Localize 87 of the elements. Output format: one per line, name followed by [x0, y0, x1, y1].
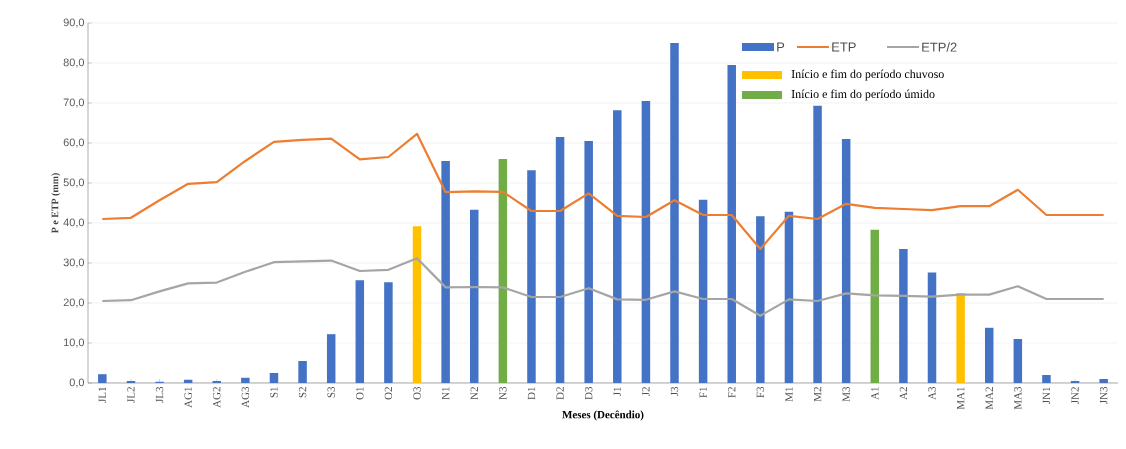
bar — [469, 209, 479, 383]
y-tick-label: 80,0 — [63, 58, 85, 68]
bar — [384, 282, 393, 383]
bar — [899, 248, 908, 383]
x-tick-label: A3 — [928, 386, 936, 400]
bar — [927, 272, 937, 383]
x-axis-title: Meses (Decêndio) — [562, 410, 644, 421]
bar — [269, 372, 279, 383]
x-tick-label: JN2 — [1071, 387, 1079, 404]
bar — [498, 158, 508, 383]
y-tick-label: 40,0 — [63, 218, 85, 228]
y-tick-label: 50,0 — [63, 178, 85, 188]
x-tick-label: D1 — [527, 387, 536, 400]
x-tick-label: N2 — [470, 387, 478, 400]
x-tick-label: J1 — [613, 387, 621, 397]
x-tick-label: F2 — [728, 387, 736, 398]
x-tick-label: O2 — [384, 387, 393, 400]
bar — [412, 226, 422, 383]
bar — [555, 136, 565, 383]
bar — [326, 334, 336, 383]
bar — [527, 170, 536, 383]
legend-label: Início e fim do período úmido — [791, 89, 935, 101]
bar — [670, 42, 679, 383]
x-tick-label: JL3 — [155, 386, 164, 403]
x-tick-label: M1 — [785, 387, 793, 402]
bar — [355, 280, 365, 383]
bar — [1013, 338, 1023, 383]
bar — [613, 110, 622, 383]
x-tick-label: F3 — [756, 386, 765, 398]
x-tick-label: O1 — [356, 387, 364, 400]
x-tick-label: S1 — [270, 387, 278, 398]
y-tick-label: 30,0 — [63, 258, 85, 268]
bar — [441, 160, 450, 383]
x-tick-label: MA2 — [985, 387, 993, 410]
x-tick-label: N3 — [499, 386, 507, 400]
legend-label: Início e fim do período chuvoso — [791, 69, 944, 81]
x-tick-label: M3 — [842, 386, 850, 402]
x-tick-label: JL2 — [127, 387, 135, 403]
bar — [984, 327, 994, 383]
legend-label: ETP/2 — [922, 42, 957, 52]
x-tick-label: A1 — [871, 387, 879, 400]
x-tick-label: MA1 — [956, 387, 965, 410]
bar — [756, 216, 765, 383]
bar — [1099, 378, 1108, 383]
x-tick-label: J2 — [642, 387, 650, 397]
bar — [1070, 380, 1080, 383]
x-tick-label: A2 — [899, 387, 908, 400]
x-tick-label: S2 — [298, 387, 307, 398]
y-tick-label: 60,0 — [63, 138, 85, 148]
y-tick-label: 90,0 — [63, 18, 85, 28]
bar — [584, 140, 593, 383]
x-tick-label: AG1 — [184, 387, 192, 408]
bar — [698, 199, 708, 383]
x-tick-label: AG2 — [213, 387, 221, 408]
x-tick-label: MA3 — [1014, 386, 1022, 410]
y-tick-label: 0,0 — [69, 378, 85, 388]
bar — [241, 377, 250, 383]
bar — [956, 292, 965, 383]
y-tick-label: 10,0 — [63, 338, 85, 348]
x-tick-label: JL1 — [98, 387, 106, 403]
x-tick-label: AG3 — [241, 386, 250, 408]
legend-label: P — [777, 42, 785, 52]
bar — [1042, 374, 1051, 383]
bar — [841, 138, 851, 383]
y-axis-title: P e ETP (mm) — [51, 173, 61, 234]
bar — [298, 360, 307, 383]
bar — [813, 105, 822, 383]
y-tick-label: 20,0 — [63, 298, 85, 308]
x-tick-label: D3 — [585, 386, 593, 400]
bar — [641, 100, 651, 383]
y-tick-label: 70,0 — [63, 98, 85, 108]
x-tick-label: O3 — [413, 386, 421, 400]
bar — [126, 380, 136, 383]
x-tick-label: JN1 — [1042, 387, 1051, 404]
bar — [212, 380, 222, 383]
x-tick-label: D2 — [556, 387, 564, 400]
bar — [727, 64, 736, 383]
bar — [784, 211, 794, 383]
x-tick-label: S3 — [327, 386, 335, 398]
x-tick-label: F1 — [699, 387, 707, 398]
bar — [98, 374, 107, 383]
x-tick-label: J3 — [670, 386, 679, 397]
x-tick-label: M2 — [813, 387, 822, 402]
x-tick-label: N1 — [442, 387, 450, 400]
legend-label: ETP — [832, 42, 856, 52]
x-tick-label: JN3 — [1099, 386, 1108, 404]
bar — [870, 229, 880, 383]
